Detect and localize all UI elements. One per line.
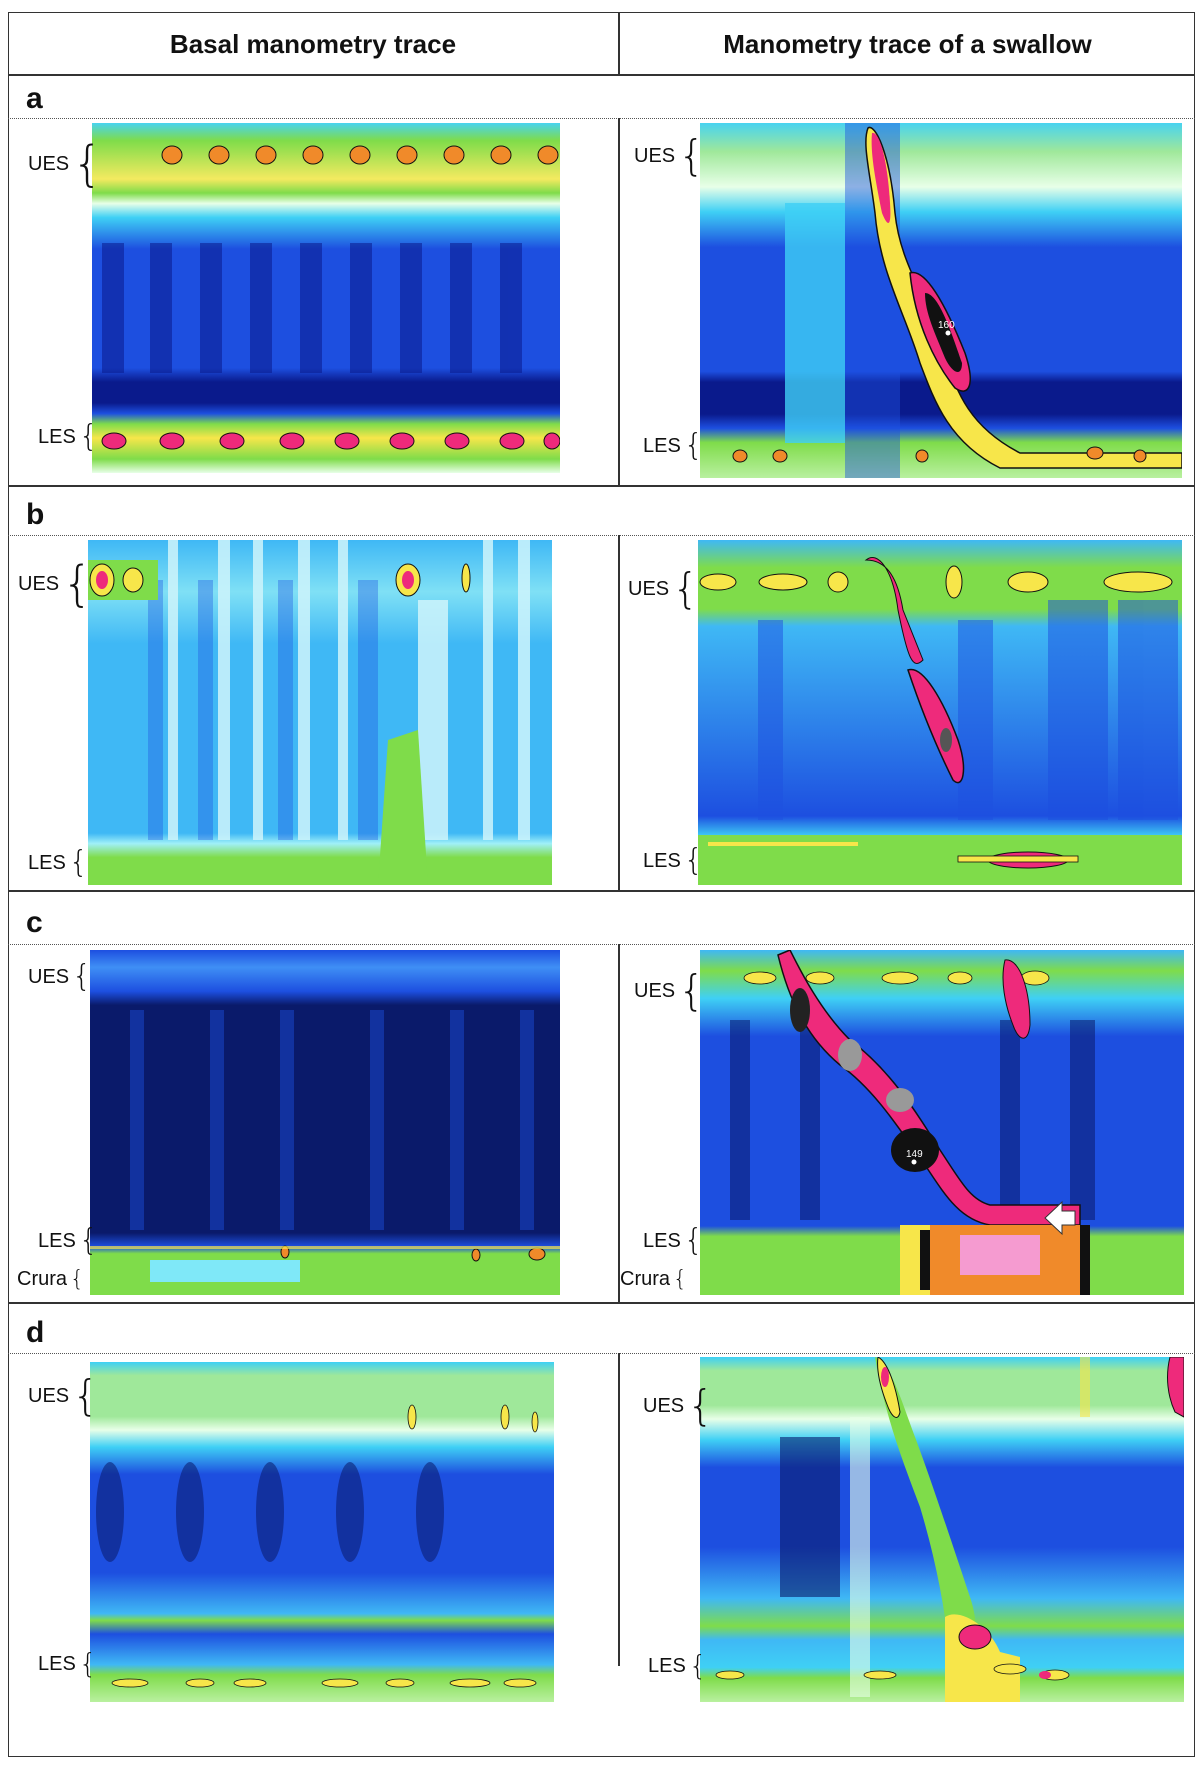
panel-a-bottom-rule (8, 485, 1195, 487)
panel-d-left-ues-label: UES{ (28, 1371, 99, 1420)
panel-b-swallow-trace (698, 540, 1182, 885)
panel-c-basal-trace (90, 950, 560, 1295)
right-column-header: Manometry trace of a swallow (723, 28, 1092, 59)
panel-b-rule (8, 535, 1195, 536)
panel-a-swallow-trace: 160 (700, 123, 1182, 478)
panel-a-left-les-label: LES{ (38, 419, 98, 454)
panel-d-right-ues-label: UES{ (643, 1381, 714, 1430)
panel-b-letter: b (26, 498, 45, 531)
panel-a-divider (618, 118, 620, 485)
panel-d-left-les-label: LES{ (38, 1647, 97, 1680)
panel-c-right-ues-label: UES{ (634, 966, 705, 1015)
panel-a-basal-trace (92, 123, 560, 473)
panel-c-peak-value: 149 (906, 1149, 923, 1160)
panel-c-rule (8, 944, 1195, 945)
panel-b-bottom-rule (8, 890, 1195, 892)
panel-c-left-ues-label: UES{ (28, 959, 92, 994)
panel-b-left-les-label: LES{ (28, 845, 88, 880)
panel-b-basal-trace (88, 540, 552, 885)
panel-d-right-les-label: LES{ (648, 1649, 707, 1682)
panel-c-left-les-label: LES{ (38, 1223, 98, 1258)
panel-d-rule (8, 1353, 1195, 1354)
panel-c-right-crura-label: Crura{ (620, 1266, 688, 1292)
panel-b-left-ues-label: UES{ (18, 556, 93, 612)
header-rule (8, 74, 1195, 76)
panel-c-swallow-trace: 149 (700, 950, 1184, 1295)
panel-a-right-ues-label: UES{ (634, 131, 705, 180)
panel-c-letter: c (26, 906, 43, 939)
panel-c-right-les-label: LES{ (643, 1223, 703, 1258)
figure-frame (8, 12, 1195, 1757)
header-divider (618, 12, 620, 74)
panel-b-divider (618, 535, 620, 890)
panel-b-right-ues-label: UES{ (628, 564, 699, 613)
panel-c-divider (618, 944, 620, 1302)
panel-d-swallow-trace (700, 1357, 1184, 1702)
panel-a-letter: a (26, 82, 43, 115)
panel-b-right-les-label: LES{ (643, 843, 703, 878)
panel-d-divider (618, 1353, 620, 1666)
panel-a-rule (8, 118, 1195, 119)
panel-d-letter: d (26, 1316, 45, 1349)
left-column-header: Basal manometry trace (169, 28, 457, 59)
panel-d-basal-trace (90, 1362, 554, 1702)
panel-a-left-ues-label: UES{ (28, 136, 103, 192)
panel-c-bottom-rule (8, 1302, 1195, 1304)
panel-a-right-les-label: LES{ (643, 428, 703, 463)
panel-c-left-crura-label: Crura{ (17, 1266, 85, 1292)
panel-a-peak-value: 160 (938, 320, 955, 331)
